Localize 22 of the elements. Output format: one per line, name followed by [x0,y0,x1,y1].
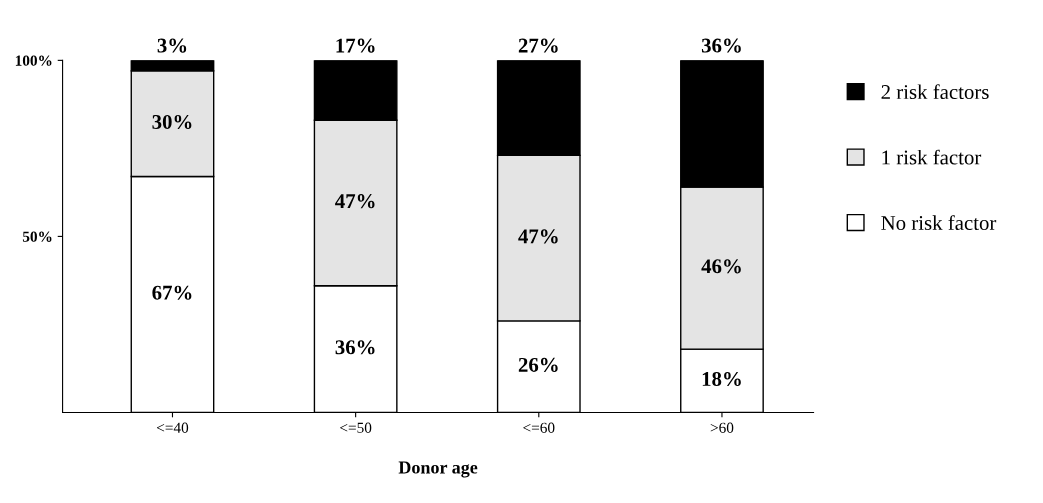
x-tick-label: <=40 [156,422,189,433]
data-label: 36% [335,340,375,355]
legend-label: 2 risk factors [881,84,989,100]
data-label: 17% [336,38,375,53]
legend-label: No risk factor [881,215,997,231]
legend-label: 1 risk factor [882,149,982,165]
data-label: 46% [701,259,741,274]
x-tick-label: <=60 [523,422,555,433]
x-axis-title: Donor age [398,461,478,478]
x-tick-label: >60 [710,422,734,433]
data-label: 18% [702,371,741,387]
data-label: 27% [518,38,558,53]
data-label: 30% [152,114,192,130]
y-tick-label: 100% [15,55,52,66]
data-label: 47% [335,194,375,209]
data-label: 67% [152,285,192,300]
x-tick-label: <=50 [340,422,372,433]
data-label: 47% [518,229,558,244]
y-tick-label: 50% [22,231,52,242]
data-label: 3% [157,38,187,53]
data-label: 36% [701,38,741,53]
data-label: 26% [518,357,558,372]
